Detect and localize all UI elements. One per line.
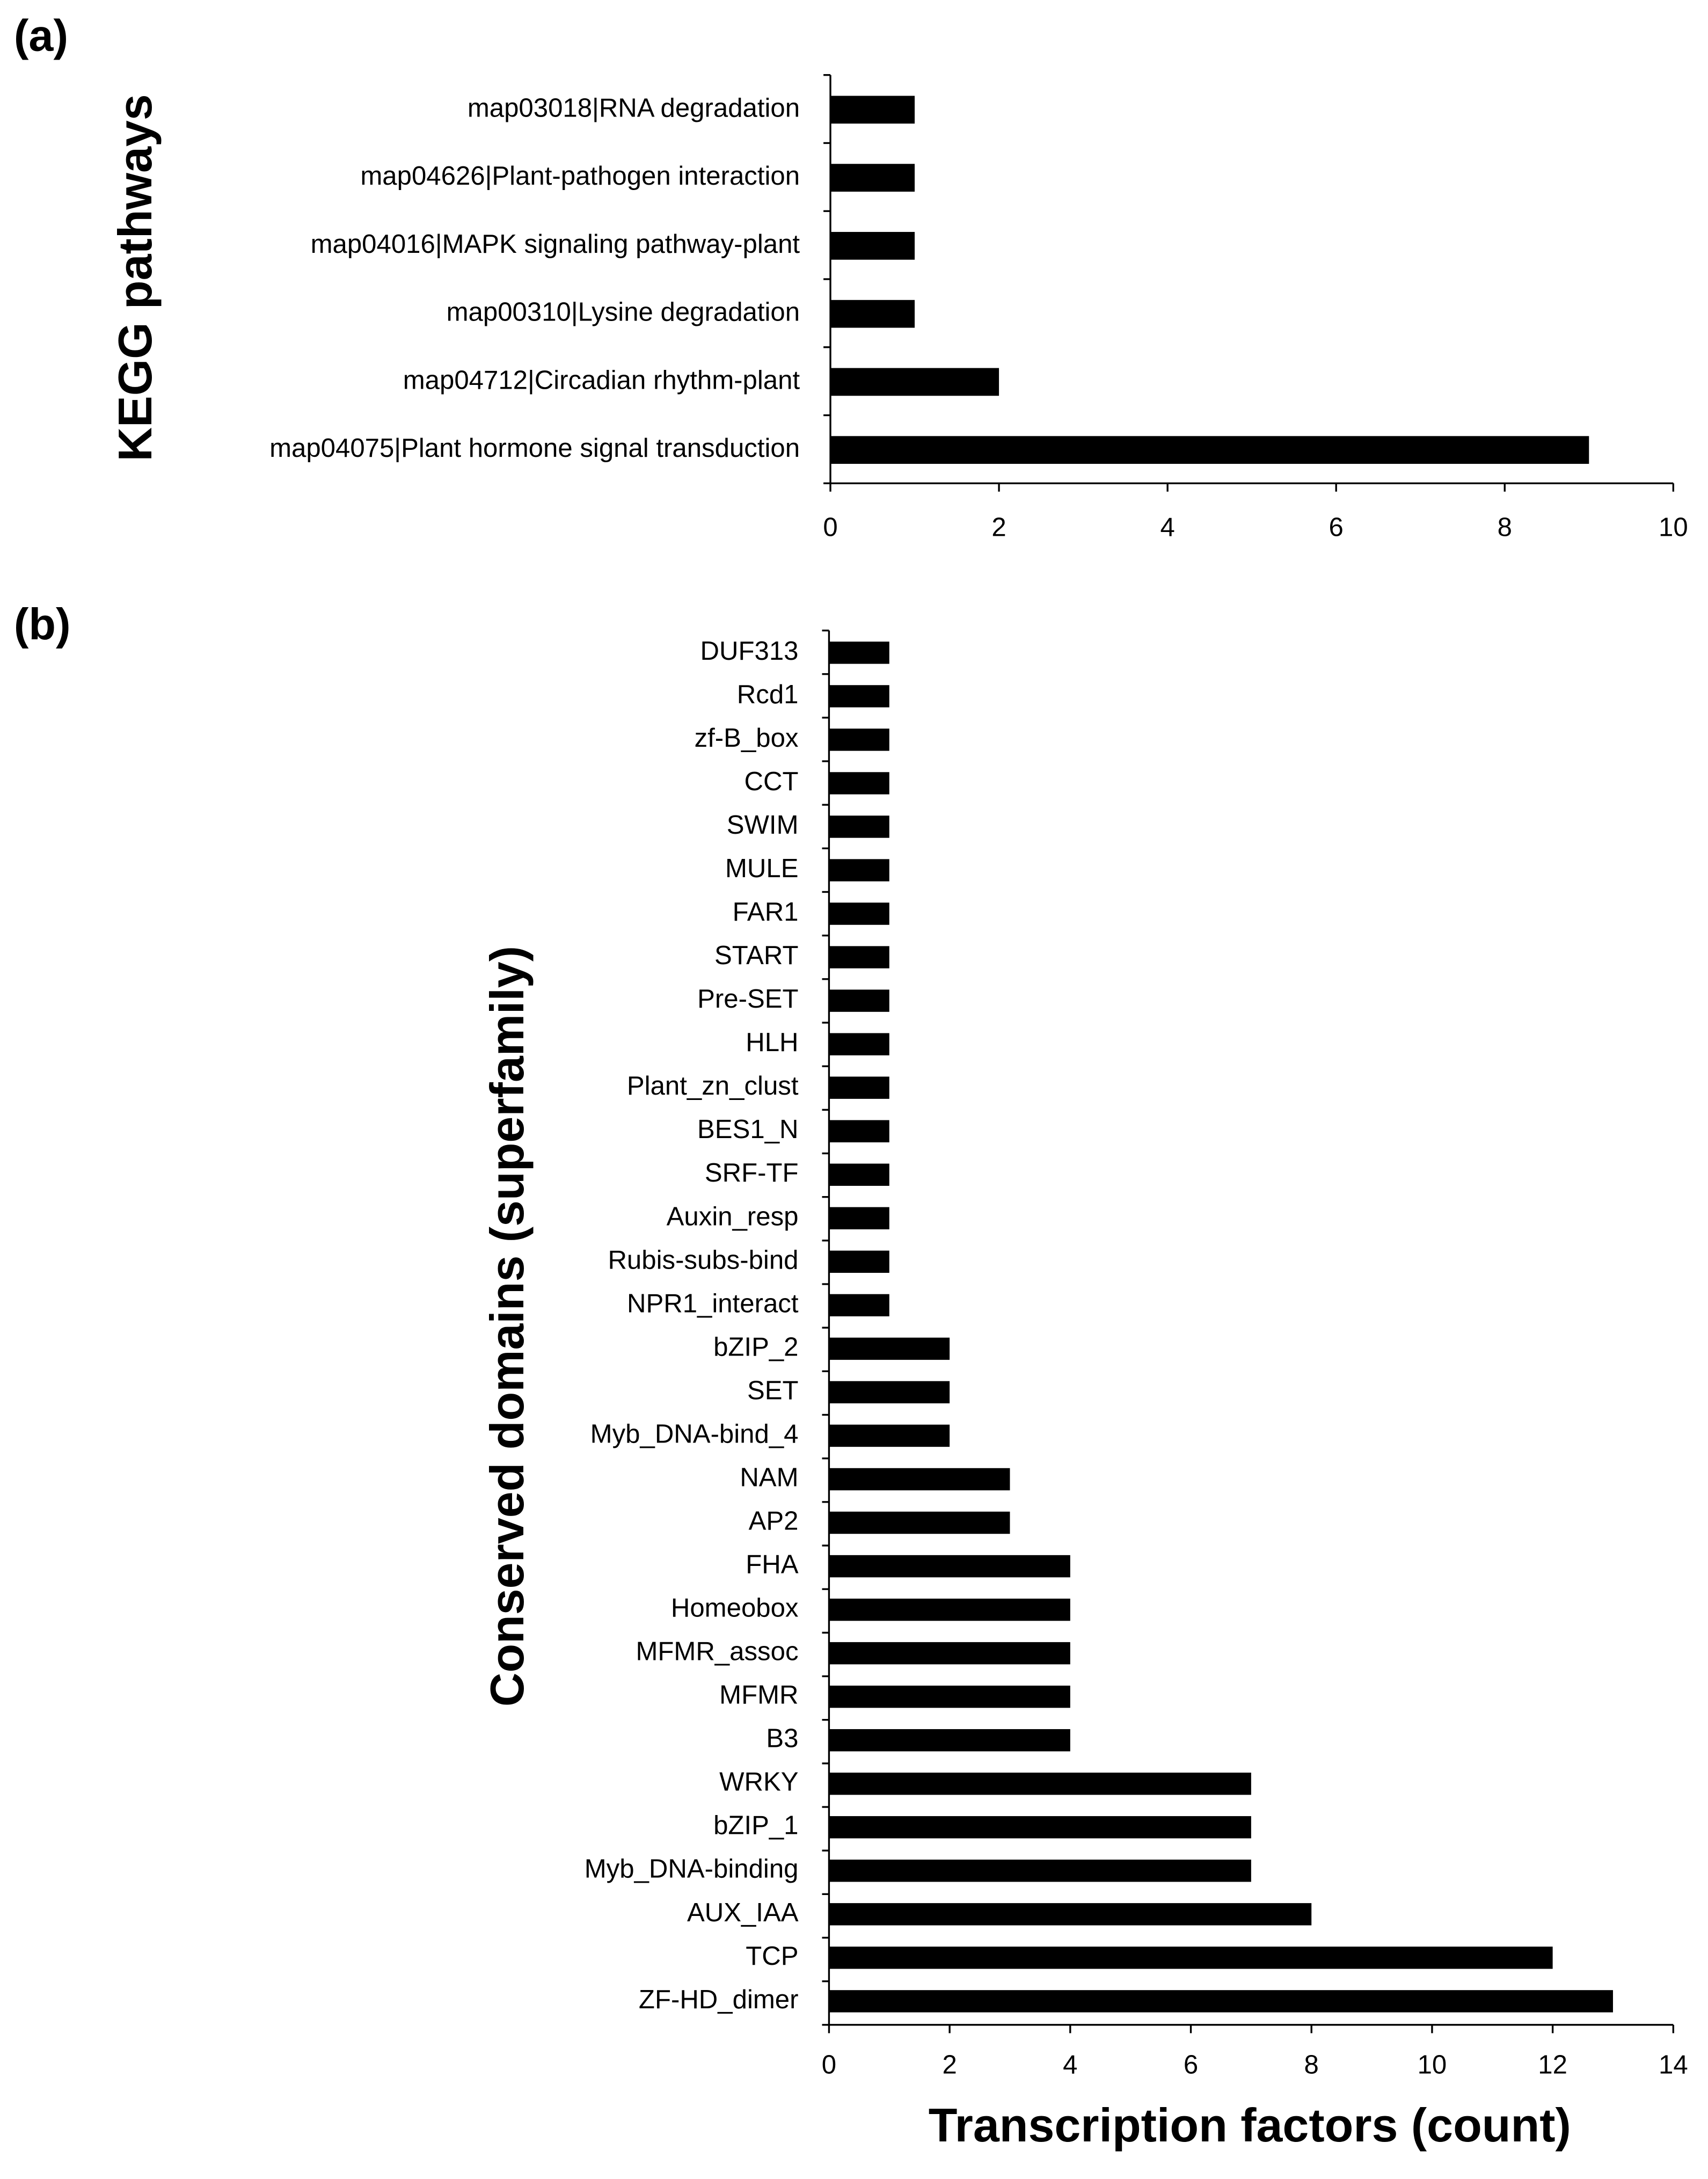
panel-label: (b) bbox=[14, 599, 71, 649]
bar bbox=[830, 300, 915, 328]
x-tick-label: 8 bbox=[1498, 513, 1512, 542]
bar bbox=[829, 728, 889, 751]
category-label: bZIP_2 bbox=[713, 1332, 798, 1361]
bar bbox=[830, 436, 1589, 464]
y-axis-title: Conserved domains (superfamily) bbox=[480, 946, 534, 1707]
x-tick-label: 0 bbox=[822, 2050, 836, 2079]
x-tick-label: 4 bbox=[1063, 2050, 1077, 2079]
category-label: SWIM bbox=[727, 811, 799, 840]
x-tick-label: 6 bbox=[1329, 513, 1344, 542]
category-label: TCP bbox=[746, 1942, 798, 1971]
x-tick-label: 0 bbox=[823, 513, 837, 542]
category-label: Homeobox bbox=[671, 1594, 799, 1623]
category-label: Rcd1 bbox=[737, 680, 799, 709]
category-label: map04626|Plant-pathogen interaction bbox=[360, 162, 800, 191]
x-tick-label: 8 bbox=[1304, 2050, 1319, 2079]
x-tick-label: 2 bbox=[991, 513, 1006, 542]
bar bbox=[829, 1033, 889, 1055]
category-label: Auxin_resp bbox=[667, 1202, 799, 1231]
x-tick-label: 10 bbox=[1659, 513, 1688, 542]
bar bbox=[829, 1729, 1070, 1752]
y-axis-title: KEGG pathways bbox=[108, 94, 162, 461]
category-label: SET bbox=[747, 1376, 799, 1405]
bar bbox=[829, 1816, 1251, 1839]
category-label: NPR1_interact bbox=[627, 1289, 799, 1318]
category-label: NAM bbox=[740, 1463, 798, 1492]
category-label: ZF-HD_dimer bbox=[639, 1985, 799, 2014]
bar bbox=[829, 1468, 1010, 1491]
category-label: Myb_DNA-bind_4 bbox=[590, 1419, 799, 1448]
bar bbox=[829, 1076, 889, 1099]
bar bbox=[829, 1990, 1613, 2013]
bar bbox=[829, 772, 889, 795]
category-label: FHA bbox=[746, 1550, 799, 1579]
bar bbox=[829, 1250, 889, 1273]
bar bbox=[829, 1207, 889, 1229]
bar bbox=[829, 642, 889, 664]
category-label: B3 bbox=[766, 1724, 798, 1753]
bar bbox=[829, 1424, 950, 1447]
category-label: Plant_zn_clust bbox=[627, 1072, 799, 1101]
category-label: SRF-TF bbox=[705, 1158, 799, 1187]
bar bbox=[830, 368, 999, 396]
bar bbox=[829, 902, 889, 925]
category-label: map03018|RNA degradation bbox=[468, 93, 800, 122]
bar bbox=[829, 1120, 889, 1142]
category-label: map04016|MAPK signaling pathway-plant bbox=[311, 230, 800, 259]
bar bbox=[829, 1773, 1251, 1795]
bar bbox=[829, 1860, 1251, 1882]
x-tick-label: 14 bbox=[1659, 2050, 1688, 2079]
bar bbox=[829, 1555, 1070, 1578]
panel-label: (a) bbox=[14, 10, 68, 60]
category-label: BES1_N bbox=[697, 1115, 798, 1144]
bar bbox=[829, 1163, 889, 1186]
x-tick-label: 12 bbox=[1538, 2050, 1567, 2079]
category-label: AUX_IAA bbox=[687, 1898, 799, 1927]
category-label: DUF313 bbox=[700, 637, 799, 666]
bar bbox=[829, 1642, 1070, 1665]
category-label: FAR1 bbox=[733, 898, 799, 927]
x-tick-label: 6 bbox=[1184, 2050, 1198, 2079]
category-label: Pre-SET bbox=[697, 985, 798, 1014]
bar bbox=[829, 1598, 1070, 1621]
category-label: HLH bbox=[746, 1028, 798, 1057]
bar bbox=[829, 1381, 950, 1404]
bar bbox=[829, 685, 889, 708]
x-tick-label: 4 bbox=[1160, 513, 1174, 542]
x-axis-title: Transcription factors (count) bbox=[929, 2098, 1571, 2152]
category-label: Myb_DNA-binding bbox=[585, 1855, 799, 1884]
bar bbox=[829, 1685, 1070, 1708]
category-label: map00310|Lysine degradation bbox=[447, 298, 800, 327]
bar bbox=[829, 1294, 889, 1317]
category-label: START bbox=[714, 941, 799, 970]
category-label: WRKY bbox=[719, 1768, 798, 1797]
bar bbox=[830, 232, 915, 260]
category-label: map04075|Plant hormone signal transducti… bbox=[269, 434, 800, 463]
bar bbox=[829, 815, 889, 838]
category-label: map04712|Circadian rhythm-plant bbox=[403, 366, 800, 395]
bar bbox=[829, 946, 889, 968]
x-tick-label: 2 bbox=[942, 2050, 957, 2079]
category-label: MFMR bbox=[719, 1681, 798, 1710]
category-label: Rubis-subs-bind bbox=[608, 1245, 798, 1274]
bar bbox=[829, 1903, 1312, 1926]
bar bbox=[829, 1337, 950, 1360]
category-label: MFMR_assoc bbox=[636, 1637, 798, 1666]
bar bbox=[829, 1947, 1553, 1969]
category-label: bZIP_1 bbox=[713, 1811, 798, 1840]
bar bbox=[830, 164, 915, 192]
category-label: AP2 bbox=[749, 1507, 799, 1536]
bar bbox=[829, 1511, 1010, 1534]
category-label: zf-B_box bbox=[695, 724, 799, 753]
x-tick-label: 10 bbox=[1418, 2050, 1447, 2079]
bar bbox=[829, 859, 889, 881]
category-label: CCT bbox=[744, 767, 799, 796]
category-label: MULE bbox=[725, 854, 799, 883]
bar bbox=[830, 96, 915, 124]
bar bbox=[829, 989, 889, 1012]
